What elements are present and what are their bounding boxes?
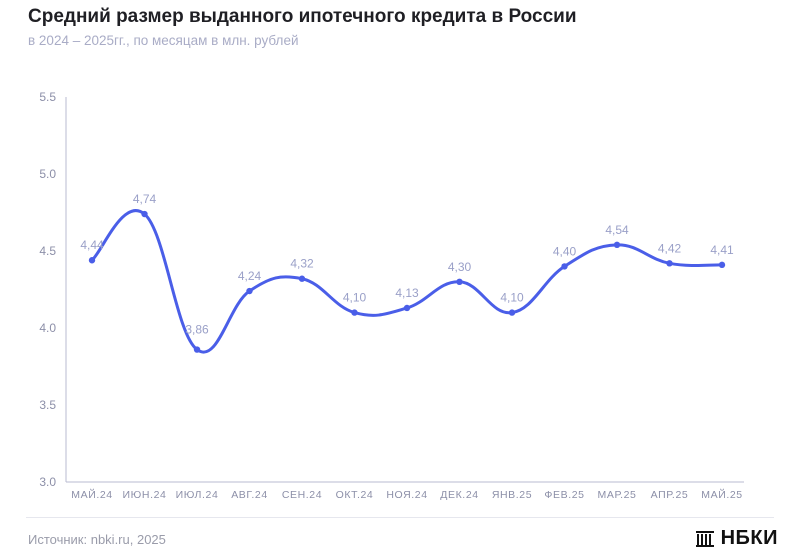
data-point [141, 210, 148, 218]
data-label: 4,13 [395, 286, 419, 300]
y-tick-label: 5.5 [39, 90, 56, 104]
data-label: 4,44 [80, 238, 104, 252]
data-label: 4,30 [448, 260, 472, 274]
source-note: Источник: nbki.ru, 2025 [28, 532, 166, 547]
data-label: 4,10 [500, 291, 524, 305]
x-tick-label: ОКТ.24 [336, 489, 374, 501]
line-chart: 3.0 3.5 4.0 4.5 5.0 5.5 МАЙ.24 ИЮН.24 ИЮЛ.24 АВГ… [39, 90, 744, 501]
data-point [613, 241, 621, 249]
x-tick-label: ЯНВ.25 [492, 489, 532, 501]
data-point [718, 261, 726, 269]
data-label: 4,40 [553, 244, 577, 258]
chart-subtitle: в 2024 – 2025гг., по месяцам в млн. рубл… [28, 33, 299, 48]
data-label: 4,54 [605, 223, 629, 237]
series-average-loan [88, 209, 726, 354]
x-axis-ticks: МАЙ.24 ИЮН.24 ИЮЛ.24 АВГ.24 СЕН.24 ОКТ.24 НОЯ.… [71, 488, 743, 501]
series-line [90, 209, 724, 354]
data-point [561, 263, 568, 270]
data-point [298, 275, 306, 282]
data-point [246, 287, 253, 295]
data-label: 3,86 [185, 323, 209, 337]
data-point [193, 346, 201, 353]
x-tick-label: МАЙ.25 [701, 488, 743, 501]
y-tick-label: 3.5 [39, 398, 56, 412]
data-point [666, 260, 673, 267]
logo-columns-icon [695, 530, 714, 547]
data-label: 4,41 [710, 243, 734, 257]
x-tick-label: ИЮЛ.24 [176, 489, 219, 501]
data-label: 4,32 [290, 257, 314, 271]
data-label: 4,10 [343, 291, 367, 305]
data-label: 4,42 [658, 241, 682, 255]
x-tick-label: АПР.25 [651, 489, 689, 501]
y-tick-label: 3.0 [39, 475, 56, 489]
data-point [456, 278, 463, 285]
data-point [88, 257, 96, 264]
y-axis-ticks: 3.0 3.5 4.0 4.5 5.0 5.5 [39, 90, 56, 489]
data-label: 4,24 [238, 269, 262, 283]
y-tick-label: 4.0 [39, 321, 56, 335]
x-tick-label: СЕН.24 [282, 489, 322, 501]
x-tick-label: АВГ.24 [231, 489, 268, 501]
chart-axes [65, 97, 744, 483]
chart-title: Средний размер выданного ипотечного кред… [28, 6, 577, 27]
logo-text: НБКИ [720, 527, 778, 549]
x-tick-label: МАЙ.24 [71, 488, 113, 501]
x-tick-label: ФЕВ.25 [544, 489, 584, 501]
data-labels: 4,44 4,74 3,86 4,24 4,32 4,10 4,13 4,30 4,10 4,40… [80, 192, 734, 337]
y-tick-label: 4.5 [39, 244, 56, 258]
x-tick-label: НОЯ.24 [386, 489, 427, 501]
data-point [403, 304, 411, 312]
footer-divider [26, 517, 774, 518]
data-point [508, 309, 516, 316]
data-point [351, 309, 358, 316]
y-tick-label: 5.0 [39, 167, 56, 181]
data-label: 4,74 [133, 192, 157, 206]
x-tick-label: МАР.25 [598, 489, 637, 501]
x-tick-label: ИЮН.24 [123, 489, 167, 501]
x-tick-label: ДЕК.24 [440, 489, 478, 501]
nbki-logo: НБКИ [695, 527, 778, 550]
